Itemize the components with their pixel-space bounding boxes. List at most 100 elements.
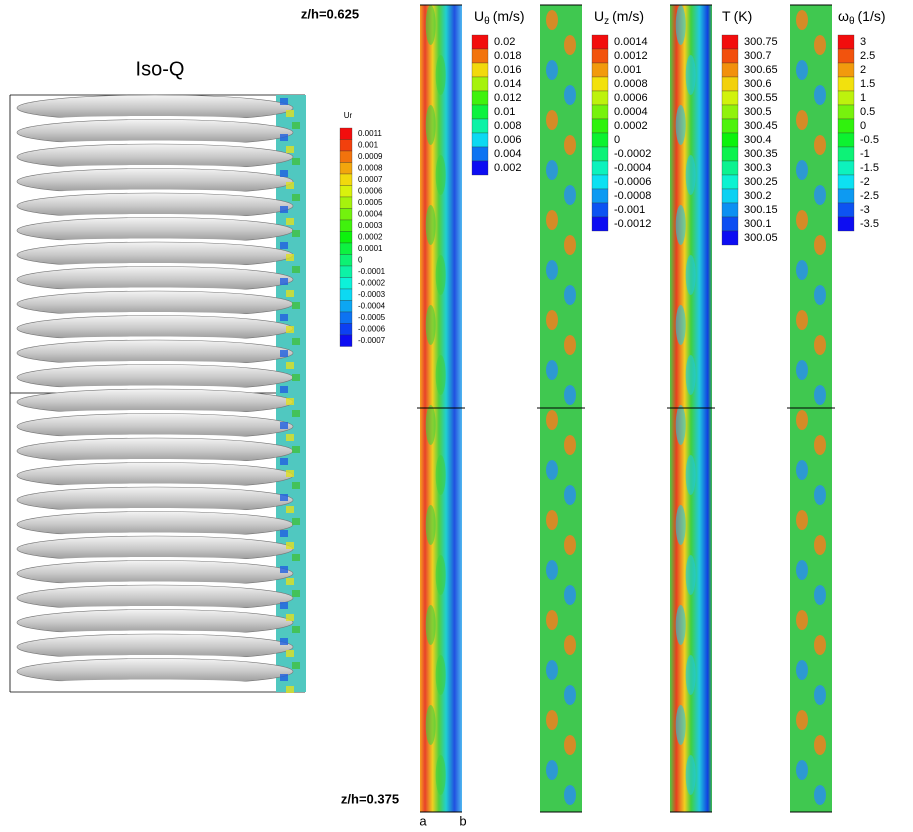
contour-spot xyxy=(546,760,558,780)
colorbar-swatch xyxy=(837,90,855,106)
title-part: (m/s) xyxy=(493,8,525,24)
colorbar-swatch xyxy=(471,160,489,176)
legend-swatch xyxy=(339,173,353,186)
colorbar-swatch xyxy=(471,132,489,148)
colorbar-label: 0.0006 xyxy=(614,92,648,104)
colorbar-label: 0.018 xyxy=(494,50,522,62)
title-part: θ xyxy=(484,16,490,27)
contour-wave xyxy=(675,705,686,745)
colorbar-label: 0.0014 xyxy=(614,36,648,48)
contour-spot xyxy=(796,10,808,30)
wall-contour xyxy=(292,122,300,129)
colorbar-label: -2.5 xyxy=(860,190,879,202)
wall-contour xyxy=(292,410,300,417)
legend-swatch xyxy=(339,265,353,278)
contour-spot xyxy=(814,85,826,105)
contour-spot xyxy=(814,785,826,805)
wall-contour xyxy=(280,386,288,393)
colorbar-swatch xyxy=(721,104,739,120)
contour-wave xyxy=(675,205,686,245)
legend-swatch xyxy=(339,127,353,140)
colorbar-label: 0.0012 xyxy=(614,50,648,62)
contour-wave xyxy=(675,605,686,645)
wall-contour xyxy=(286,578,294,585)
colorbar-swatch xyxy=(721,48,739,64)
contour-spot xyxy=(564,235,576,255)
contour-wave xyxy=(425,305,436,345)
colorbar-label: -2 xyxy=(860,176,870,188)
contour-wave xyxy=(435,55,446,95)
contour-spot xyxy=(796,360,808,380)
colorbar-swatch xyxy=(591,188,609,204)
wall-contour xyxy=(292,194,300,201)
wall-contour xyxy=(292,518,300,525)
title-part: U xyxy=(594,8,604,24)
colorbar-swatch xyxy=(721,62,739,78)
coil-render xyxy=(9,94,306,693)
wall-contour xyxy=(280,350,288,357)
wall-contour xyxy=(292,446,300,453)
colorbar-swatch xyxy=(591,146,609,162)
contour-spot xyxy=(796,60,808,80)
contour-wave xyxy=(425,205,436,245)
colorbar-swatch xyxy=(591,62,609,78)
contour-wave xyxy=(685,55,696,95)
colorbar-swatch xyxy=(721,174,739,190)
contour-wave xyxy=(425,505,436,545)
colorbar-swatch xyxy=(721,132,739,148)
contour-spot xyxy=(564,735,576,755)
contour-spot xyxy=(814,185,826,205)
colorbar-label: 0.012 xyxy=(494,92,522,104)
wall-contour xyxy=(286,650,294,657)
colorbar-label: 0 xyxy=(614,134,620,146)
legend-label: 0.0008 xyxy=(358,164,383,173)
colorbar-label: 0.014 xyxy=(494,78,522,90)
title-part: (1/s) xyxy=(858,8,886,24)
contour-wave xyxy=(685,155,696,195)
legend-swatch xyxy=(339,208,353,221)
contour-spot xyxy=(546,610,558,630)
colorbar-swatch xyxy=(471,62,489,78)
colorbar-swatch xyxy=(837,146,855,162)
legend-label: 0.0007 xyxy=(358,175,383,184)
colorbar-label: -1.5 xyxy=(860,162,879,174)
legend-label: 0.0003 xyxy=(358,221,383,230)
contour-spot xyxy=(564,435,576,455)
colorbar-swatch xyxy=(721,216,739,232)
colorbar-swatch xyxy=(721,90,739,106)
wall-contour xyxy=(292,662,300,669)
colorbar-label: -0.0002 xyxy=(614,148,651,160)
contour-spot xyxy=(814,335,826,355)
legend-label: -0.0003 xyxy=(358,290,386,299)
wall-contour xyxy=(292,158,300,165)
contour-spot xyxy=(796,160,808,180)
contour-spot xyxy=(546,210,558,230)
contour-wave xyxy=(425,405,436,445)
contour-spot xyxy=(796,210,808,230)
contour-spot xyxy=(796,460,808,480)
contour-wave xyxy=(675,505,686,545)
contour-wave xyxy=(685,255,696,295)
colorbar-label: 300.05 xyxy=(744,232,778,244)
contour-spot xyxy=(564,385,576,405)
contour-wave xyxy=(675,305,686,345)
wall-contour xyxy=(292,338,300,345)
colorbar-label: -1 xyxy=(860,148,870,160)
contour-spot xyxy=(796,510,808,530)
colorbar-swatch xyxy=(591,34,609,50)
wall-contour xyxy=(292,266,300,273)
wall-contour xyxy=(286,614,294,621)
legend-title: Ur xyxy=(344,111,353,120)
colorbar-swatch xyxy=(591,104,609,120)
title-part: z xyxy=(604,16,609,27)
legend-label: 0.0011 xyxy=(358,129,382,138)
colorbar-label: -0.0008 xyxy=(614,190,651,202)
colorbar-label: 300.3 xyxy=(744,162,772,174)
colorbar-label: 0.006 xyxy=(494,134,522,146)
wall-contour xyxy=(286,362,294,369)
colorbar-swatch xyxy=(591,202,609,218)
wall-contour xyxy=(286,326,294,333)
colorbar-label: -0.0004 xyxy=(614,162,651,174)
legend-swatch xyxy=(339,162,353,175)
colorbar-swatch xyxy=(591,118,609,134)
